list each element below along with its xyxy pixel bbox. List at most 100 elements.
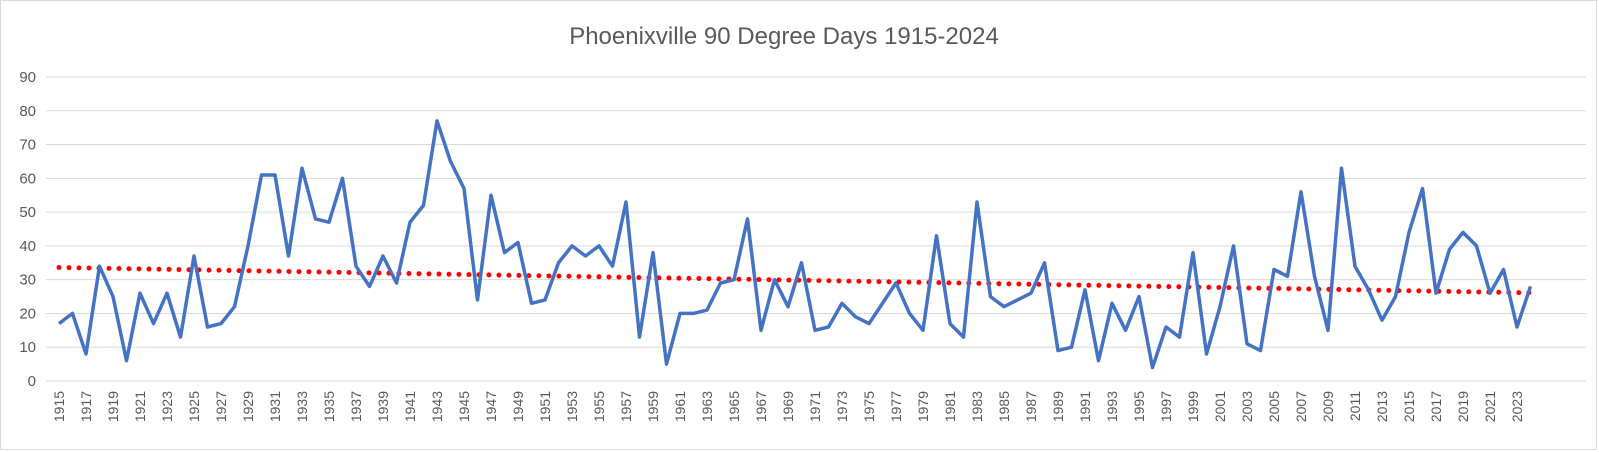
data-point-1963 — [705, 308, 709, 312]
x-tick-label: 1969 — [780, 391, 796, 422]
x-tick-label: 1965 — [726, 391, 742, 422]
x-tick-label: 1947 — [483, 391, 499, 422]
data-series — [57, 119, 1533, 370]
data-point-1950 — [530, 301, 534, 305]
x-tick-label: 1979 — [915, 391, 931, 422]
data-point-1968 — [773, 278, 777, 282]
gridlines — [46, 76, 1586, 382]
data-point-2017 — [1434, 291, 1438, 295]
data-point-2019 — [1461, 230, 1465, 234]
data-point-2009 — [1326, 328, 1330, 332]
data-point-1933 — [300, 166, 304, 170]
y-axis-tick-labels: 0 10 20 30 40 50 60 70 80 90 — [19, 69, 36, 390]
x-tick-label: 1957 — [618, 391, 634, 422]
data-point-1984 — [989, 295, 993, 299]
data-point-1978 — [908, 311, 912, 315]
data-point-2022 — [1502, 268, 1506, 272]
y-tick-label: 90 — [19, 69, 36, 86]
data-point-1922 — [152, 322, 156, 326]
data-point-1970 — [800, 261, 804, 265]
data-point-1938 — [368, 284, 372, 288]
y-tick-label: 20 — [19, 305, 36, 322]
data-point-1975 — [867, 322, 871, 326]
y-tick-label: 80 — [19, 103, 36, 120]
data-point-1916 — [71, 311, 75, 315]
data-point-1924 — [179, 335, 183, 339]
data-point-1988 — [1043, 261, 1047, 265]
data-point-1983 — [975, 200, 979, 204]
data-point-1923 — [165, 291, 169, 295]
data-point-1974 — [854, 315, 858, 319]
x-tick-label: 1975 — [861, 391, 877, 422]
x-tick-label: 1991 — [1077, 391, 1093, 422]
data-point-2001 — [1218, 305, 1222, 309]
x-tick-label: 1917 — [78, 391, 94, 422]
data-point-2021 — [1488, 291, 1492, 295]
x-tick-label: 2013 — [1374, 391, 1390, 422]
x-tick-label: 1923 — [159, 391, 175, 422]
y-tick-label: 10 — [19, 339, 36, 356]
data-point-1944 — [449, 159, 453, 163]
x-tick-label: 1977 — [888, 391, 904, 422]
data-point-1929 — [246, 244, 250, 248]
data-point-1985 — [1002, 305, 1006, 309]
data-point-1971 — [813, 328, 817, 332]
x-tick-label: 1967 — [753, 391, 769, 422]
data-point-1928 — [233, 305, 237, 309]
data-point-1958 — [638, 335, 642, 339]
data-point-1946 — [476, 298, 480, 302]
x-tick-label: 2023 — [1509, 391, 1525, 422]
data-point-1957 — [624, 200, 628, 204]
x-axis-tick-labels: 1915 1917 1919 1921 1923 1925 1927 1929 1931 1933… — [51, 391, 1525, 422]
data-point-1964 — [719, 281, 723, 285]
x-tick-label: 2005 — [1266, 391, 1282, 422]
x-tick-label: 1925 — [186, 391, 202, 422]
data-point-2013 — [1380, 318, 1384, 322]
data-point-1991 — [1083, 288, 1087, 292]
x-tick-label: 1995 — [1131, 391, 1147, 422]
data-point-1931 — [273, 173, 277, 177]
data-point-1937 — [354, 264, 358, 268]
data-point-1930 — [260, 173, 264, 177]
data-point-1954 — [584, 254, 588, 258]
data-point-1982 — [962, 335, 966, 339]
data-point-1959 — [651, 251, 655, 255]
x-tick-label: 1963 — [699, 391, 715, 422]
x-tick-label: 1941 — [402, 391, 418, 422]
x-tick-label: 1937 — [348, 391, 364, 422]
data-point-1940 — [395, 281, 399, 285]
x-tick-label: 1939 — [375, 391, 391, 422]
data-point-2007 — [1299, 190, 1303, 194]
data-point-1981 — [948, 322, 952, 326]
x-tick-label: 2021 — [1482, 391, 1498, 422]
x-tick-label: 1949 — [510, 391, 526, 422]
x-tick-label: 1953 — [564, 391, 580, 422]
data-point-1973 — [840, 301, 844, 305]
x-tick-label: 1981 — [942, 391, 958, 422]
chart-title: Phoenixville 90 Degree Days 1915-2024 — [569, 23, 999, 50]
data-point-2000 — [1205, 352, 1209, 356]
x-tick-label: 1915 — [51, 391, 67, 422]
x-tick-label: 1931 — [267, 391, 283, 422]
x-tick-label: 2015 — [1401, 391, 1417, 422]
data-point-1936 — [341, 176, 345, 180]
data-point-1941 — [408, 220, 412, 224]
data-point-1917 — [84, 352, 88, 356]
x-tick-label: 1997 — [1158, 391, 1174, 422]
x-tick-label: 1985 — [996, 391, 1012, 422]
data-point-1932 — [287, 254, 291, 258]
data-point-1990 — [1070, 345, 1074, 349]
x-tick-label: 1983 — [969, 391, 985, 422]
data-point-1977 — [894, 281, 898, 285]
data-point-1926 — [206, 325, 210, 329]
x-tick-label: 1955 — [591, 391, 607, 422]
data-point-1980 — [935, 234, 939, 238]
x-tick-label: 1959 — [645, 391, 661, 422]
x-tick-label: 1943 — [429, 391, 445, 422]
x-tick-label: 1945 — [456, 391, 472, 422]
x-tick-label: 2001 — [1212, 391, 1228, 422]
data-point-2020 — [1475, 244, 1479, 248]
x-tick-label: 1999 — [1185, 391, 1201, 422]
data-point-1969 — [786, 305, 790, 309]
